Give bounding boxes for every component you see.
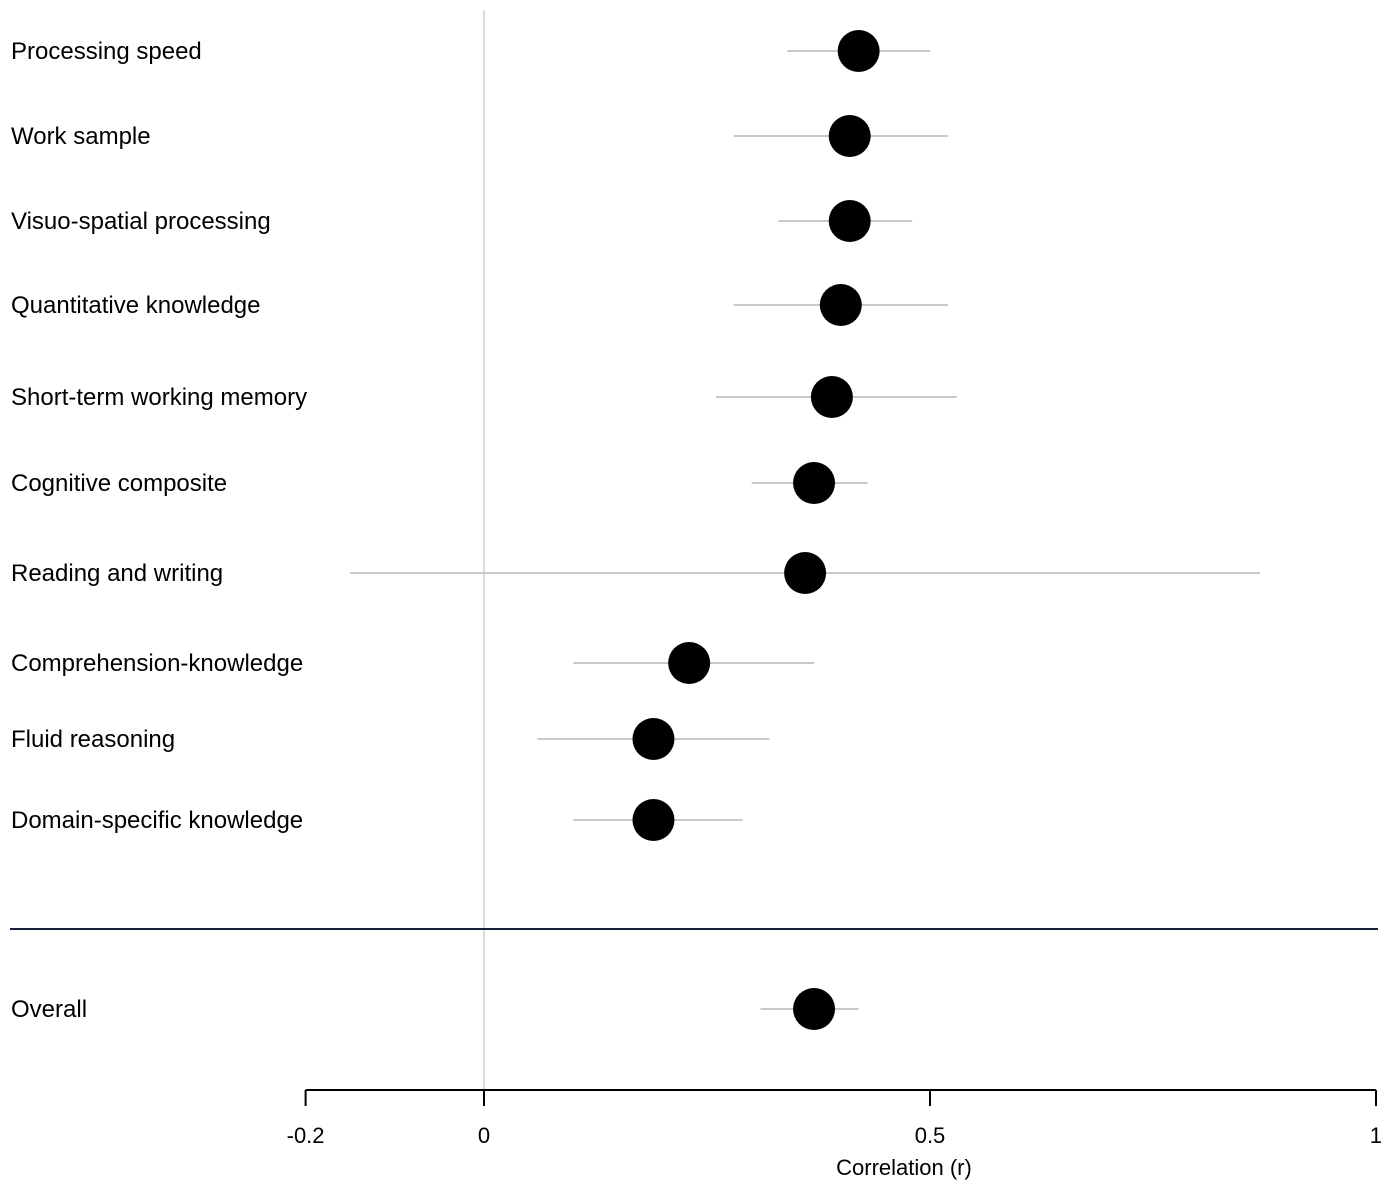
- point-estimate: [784, 552, 827, 594]
- row-label: Short-term working memory: [11, 384, 307, 411]
- row-label: Fluid reasoning: [11, 726, 175, 753]
- forest-row: Domain-specific knowledge: [11, 799, 743, 841]
- row-label: Cognitive composite: [11, 470, 227, 497]
- study-rows: Processing speed Work sample Visuo-spatial…: [11, 30, 1261, 841]
- point-estimate: [668, 642, 711, 684]
- x-tick-label: -0.2: [287, 1123, 325, 1148]
- forest-row: Cognitive composite: [11, 462, 868, 504]
- point-estimate: [828, 200, 871, 242]
- row-label: Work sample: [11, 123, 151, 150]
- forest-row: Reading and writing: [11, 552, 1261, 594]
- row-label: Reading and writing: [11, 560, 223, 587]
- point-estimate: [793, 462, 836, 504]
- row-label: Comprehension-knowledge: [11, 650, 303, 677]
- point-estimate: [837, 30, 880, 72]
- x-axis-title: Correlation (r): [836, 1155, 972, 1180]
- x-tick-label: 1: [1370, 1123, 1382, 1148]
- forest-row: Comprehension-knowledge: [11, 642, 815, 684]
- x-axis: -0.2 0 0.5 1: [287, 1089, 1382, 1148]
- row-label: Processing speed: [11, 38, 202, 65]
- row-label: Visuo-spatial processing: [11, 208, 271, 235]
- x-tick-label: 0.5: [915, 1123, 946, 1148]
- x-tick-label: 0: [478, 1123, 490, 1148]
- overall-label: Overall: [11, 996, 87, 1023]
- point-estimate: [810, 376, 853, 418]
- forest-row: Processing speed: [11, 30, 930, 72]
- row-label: Domain-specific knowledge: [11, 807, 303, 834]
- overall-row: Overall: [11, 988, 859, 1030]
- forest-row: Quantitative knowledge: [11, 284, 948, 326]
- point-estimate: [828, 115, 871, 157]
- forest-row: Fluid reasoning: [11, 718, 770, 760]
- forest-row: Visuo-spatial processing: [11, 200, 913, 242]
- forest-row: Work sample: [11, 115, 948, 157]
- forest-row: Short-term working memory: [11, 376, 957, 418]
- row-label: Quantitative knowledge: [11, 292, 261, 319]
- point-estimate: [819, 284, 862, 326]
- point-estimate: [632, 799, 675, 841]
- point-estimate: [632, 718, 675, 760]
- overall-point-estimate: [793, 988, 836, 1030]
